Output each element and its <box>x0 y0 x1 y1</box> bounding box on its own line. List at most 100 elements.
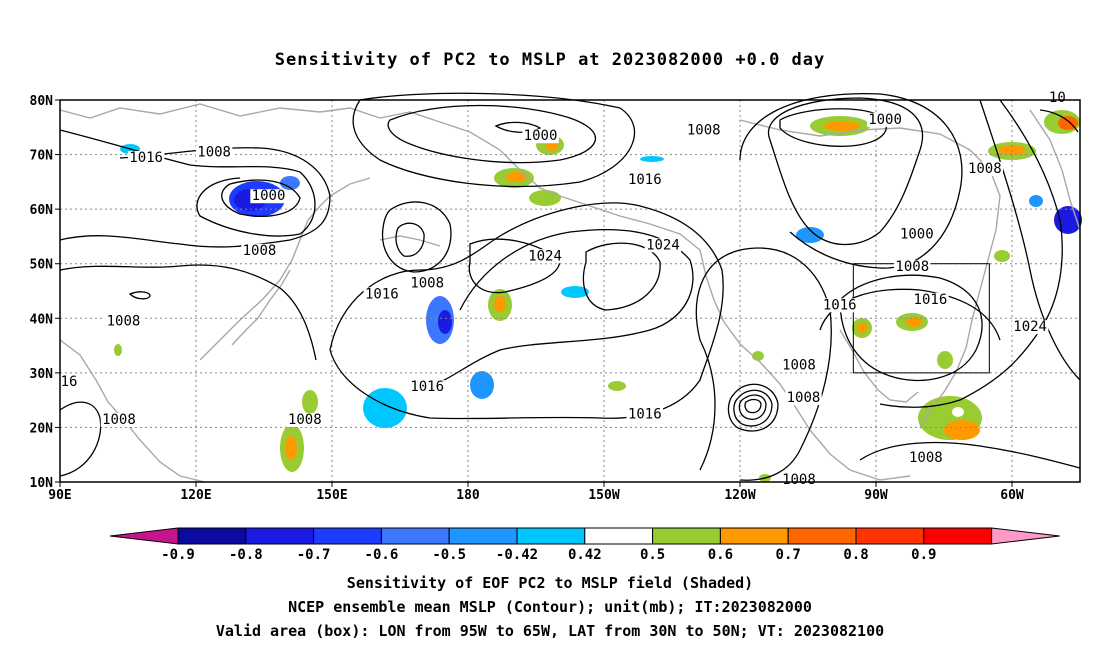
contour-label-bg <box>626 172 663 187</box>
contour-label: 1000 <box>900 226 934 242</box>
positive-patch <box>608 381 626 391</box>
contour-label-bg <box>894 260 931 275</box>
contour-label-bg <box>286 412 323 427</box>
contour-label: 1008 <box>687 123 721 139</box>
mslp-contour <box>59 401 102 477</box>
contour-label: 1024 <box>528 248 562 264</box>
mslp-contour <box>582 242 661 311</box>
map-area: 1016 1008 1000 1008 1008 16 1008 1008 1016 1008 10… <box>59 90 1082 488</box>
contour-label: 1008 <box>782 357 816 373</box>
mslp-contour <box>352 92 636 188</box>
mslp-contour <box>128 291 151 300</box>
colorbar-low-triangle <box>109 527 179 545</box>
contour-label: 1008 <box>895 259 929 275</box>
positive-patch <box>285 436 297 460</box>
contour-label: 10 <box>1049 90 1066 106</box>
positive-patch <box>944 420 980 440</box>
colorbar-bin <box>923 527 993 545</box>
lat-tick-label: 20N <box>30 421 54 436</box>
contour-label-bg <box>685 123 722 138</box>
colorbar-bin <box>584 527 654 545</box>
positive-patch <box>937 351 953 369</box>
lon-tick-label: 150E <box>316 488 347 503</box>
negative-patch <box>796 227 824 243</box>
contour-label: 1000 <box>868 112 902 128</box>
mslp-contour <box>727 383 779 432</box>
negative-patch <box>561 286 589 298</box>
negative-patch <box>1054 206 1082 234</box>
contour-label: 1016 <box>410 379 444 395</box>
mslp-contour <box>744 398 762 414</box>
lon-tick-label: 90E <box>48 488 71 503</box>
negative-patch <box>1029 195 1043 207</box>
sensitivity-shading <box>114 110 1082 482</box>
mslp-contour <box>695 247 832 481</box>
contour-label-bg <box>195 145 233 160</box>
mslp-contour <box>859 441 1081 469</box>
negative-patch <box>363 388 407 428</box>
contour-label: 1008 <box>288 412 322 428</box>
contour-label: 1008 <box>968 161 1002 177</box>
contour-label-bg <box>105 314 142 329</box>
lat-tick-label: 50N <box>30 258 54 273</box>
contour-label: 1000 <box>524 128 558 144</box>
contour-label-bg <box>898 227 935 242</box>
coastline-path <box>839 329 919 403</box>
contour-label: 1016 <box>365 286 399 302</box>
contour-label-bg <box>363 287 401 302</box>
lat-tick-label: 80N <box>30 94 54 109</box>
contour-label: 1008 <box>102 412 136 428</box>
mslp-contour <box>494 121 542 133</box>
contour-label-bg <box>409 380 446 395</box>
contour-label-bg <box>241 243 278 258</box>
positive-patch <box>529 190 561 206</box>
colorbar: -0.9 -0.8 -0.7 -0.6 -0.5 -0.42 0.42 0.5 0.6 0.7 0.… <box>109 527 1060 563</box>
colorbar-label: 0.6 <box>708 547 733 563</box>
colorbar-label: -0.8 <box>229 547 263 563</box>
positive-patch <box>506 172 526 182</box>
contour-label: 1024 <box>1013 319 1047 335</box>
mslp-contour <box>738 394 767 420</box>
contour-label: 1008 <box>107 314 141 330</box>
contour-label-bg <box>821 298 858 313</box>
contour-label-bg <box>526 249 564 264</box>
chart-title: Sensitivity of PC2 to MSLP at 2023082000… <box>274 50 826 70</box>
positive-patch <box>114 344 122 356</box>
mslp-contour <box>839 274 983 382</box>
lat-tick-label: 40N <box>30 312 54 327</box>
contour-label: 1008 <box>243 243 277 259</box>
mslp-contour <box>429 228 694 387</box>
colorbar-bin <box>652 527 721 545</box>
positive-patch <box>494 296 506 312</box>
colorbar-label: 0.8 <box>843 547 868 563</box>
contour-label: 1008 <box>410 276 444 292</box>
lat-tick-label: 10N <box>30 476 54 491</box>
contour-label: 1024 <box>646 237 680 253</box>
colorbar-high-triangle <box>991 527 1060 545</box>
lon-tick-label: 120W <box>724 488 755 503</box>
positive-patch <box>752 351 764 361</box>
mslp-contour <box>733 389 773 427</box>
contour-label-bg <box>127 151 165 166</box>
contour-label-bg <box>780 473 818 487</box>
coastline-path <box>1029 109 1081 231</box>
colorbar-bin <box>516 527 586 545</box>
contour-label-bg <box>1011 320 1049 335</box>
colorbar-bin <box>380 527 450 545</box>
contour-label: 1016 <box>914 292 948 308</box>
positive-patch <box>824 121 860 131</box>
contour-label-bg <box>522 129 559 144</box>
positive-patch <box>952 407 964 417</box>
contour-label: 1008 <box>909 450 943 466</box>
contour-label-bg <box>966 161 1003 176</box>
coastline-path <box>199 177 371 361</box>
mslp-contour <box>739 93 963 269</box>
mslp-contour <box>779 108 887 147</box>
positive-patch <box>906 317 922 327</box>
colorbar-bin <box>787 527 857 545</box>
colorbar-label: 0.5 <box>640 547 665 563</box>
colorbar-bin <box>177 527 247 545</box>
contour-label: 16 <box>61 374 78 390</box>
